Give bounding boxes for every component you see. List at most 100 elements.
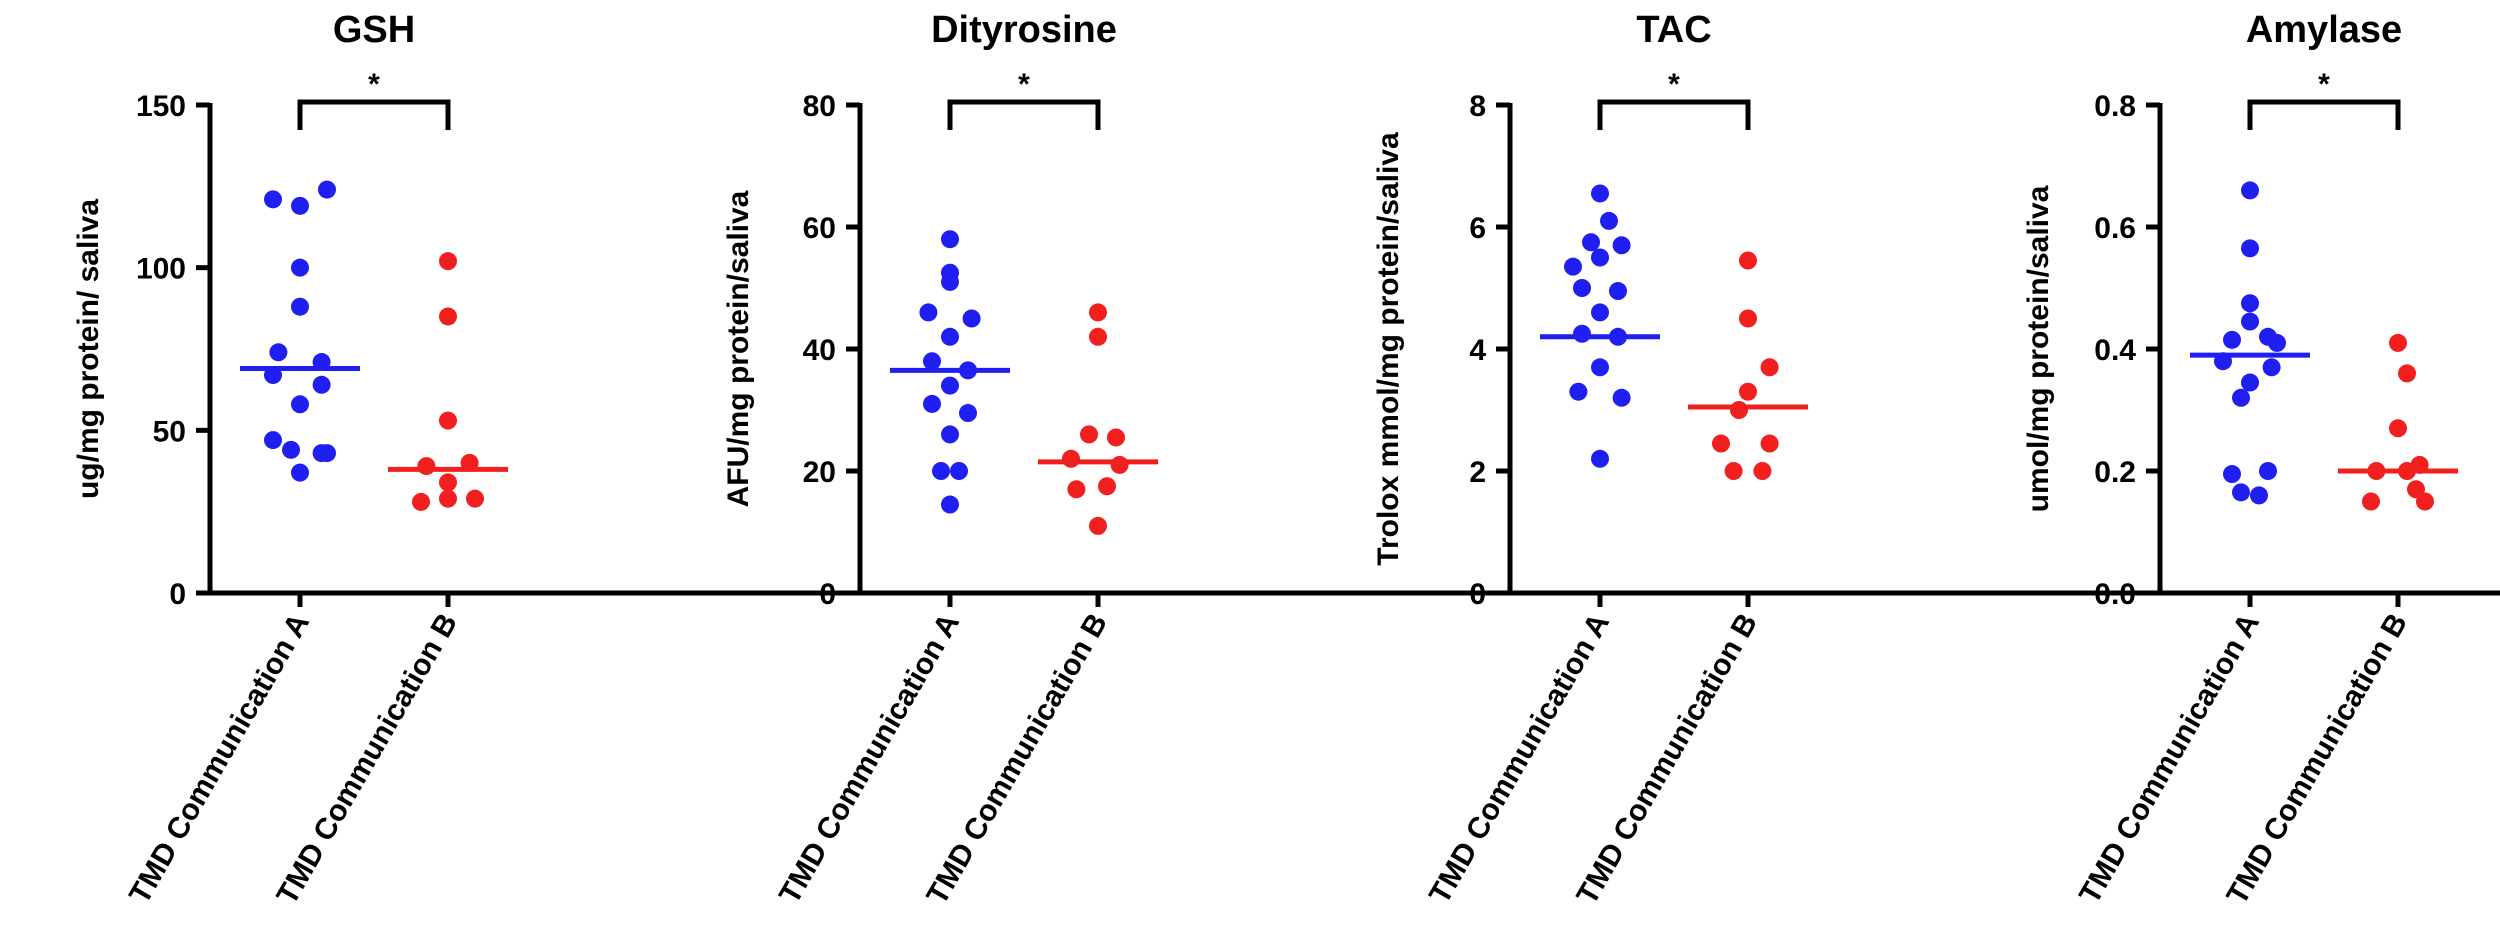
- data-point: [291, 297, 309, 316]
- y-tick-label: 0.8: [2094, 90, 2136, 123]
- y-tick-label: 4: [1469, 334, 1486, 367]
- data-point: [2416, 492, 2434, 511]
- data-point: [2241, 239, 2259, 258]
- significance-bracket: [1597, 99, 1751, 130]
- data-point: [1591, 248, 1609, 267]
- y-axis-label: Trolox mmol/mg protein/saliva: [1372, 132, 1405, 566]
- data-point: [1760, 358, 1779, 377]
- data-point: [439, 252, 457, 271]
- data-point: [417, 457, 436, 476]
- data-point: [1080, 425, 1098, 444]
- data-point: [439, 411, 457, 430]
- data-point: [1612, 388, 1631, 407]
- y-tick-label: 2: [1469, 456, 1486, 489]
- data-point: [312, 375, 331, 394]
- data-point: [1591, 449, 1609, 468]
- data-point: [941, 376, 959, 395]
- data-point: [950, 462, 968, 480]
- data-point: [1569, 382, 1588, 401]
- data-point: [412, 492, 430, 511]
- chart-panel-4: Amylase 0.0 0.2 0.4 0.6 0.8 umol/mg protein/sa…: [2022, 9, 2500, 910]
- data-point: [291, 196, 309, 215]
- data-point: [919, 303, 938, 322]
- significance-bracket: [297, 99, 451, 130]
- y-axis-label: AFU/mg protein/saliva: [722, 190, 755, 507]
- data-point: [959, 404, 977, 423]
- y-tick-label: 0.2: [2094, 456, 2136, 489]
- data-point: [2223, 465, 2241, 484]
- y-tick-label: 80: [803, 90, 836, 123]
- significance-bracket: [2247, 99, 2401, 130]
- data-point: [318, 180, 336, 199]
- significance-marker: *: [368, 68, 380, 101]
- chart-title: TAC: [1636, 9, 1711, 51]
- data-point: [1600, 211, 1618, 230]
- data-point: [1724, 462, 1743, 480]
- y-tick-label: 0: [169, 578, 186, 611]
- data-point: [2362, 492, 2380, 511]
- significance-bracket: [947, 99, 1101, 130]
- data-point: [1753, 462, 1772, 480]
- data-point: [1712, 434, 1730, 453]
- significance-marker: *: [1668, 68, 1680, 101]
- y-tick-label: 0.6: [2094, 212, 2136, 245]
- data-point: [2241, 312, 2259, 331]
- y-tick-label: 50: [153, 415, 186, 448]
- y-tick-label: 0: [1469, 578, 1486, 611]
- x-category-label: TMD Communication B: [920, 608, 1114, 910]
- data-point: [2241, 294, 2259, 313]
- data-point: [1612, 236, 1631, 255]
- chart-title: Dityrosine: [931, 9, 1117, 51]
- data-point: [2241, 181, 2259, 200]
- data-point: [2259, 462, 2277, 480]
- data-point: [941, 327, 959, 346]
- data-point: [282, 440, 300, 459]
- data-point: [291, 395, 309, 414]
- data-point: [2389, 333, 2407, 352]
- significance-marker: *: [1018, 68, 1030, 101]
- data-point: [1089, 516, 1107, 535]
- data-point: [2268, 333, 2286, 352]
- data-point: [1582, 233, 1600, 252]
- data-point: [466, 489, 484, 508]
- y-tick-label: 20: [803, 456, 836, 489]
- x-category-label: TMD Communication B: [1570, 608, 1764, 910]
- data-point: [1591, 358, 1609, 377]
- y-tick-label: 40: [803, 334, 836, 367]
- data-point: [2262, 358, 2281, 377]
- data-point: [312, 444, 331, 463]
- data-point: [923, 352, 941, 371]
- data-point: [2241, 373, 2259, 392]
- data-point: [264, 431, 282, 450]
- data-point: [2232, 483, 2250, 502]
- data-point: [941, 495, 959, 514]
- chart-title: GSH: [333, 9, 415, 51]
- data-point: [291, 463, 309, 482]
- x-category-label: TMD Communication B: [2220, 608, 2414, 910]
- data-point: [1107, 428, 1125, 447]
- y-tick-label: 60: [803, 212, 836, 245]
- y-axis-label: umol/mg protein/saliva: [2022, 185, 2055, 512]
- data-point: [1062, 449, 1080, 468]
- data-point: [923, 394, 941, 413]
- data-point: [1564, 257, 1582, 276]
- data-point: [1067, 480, 1086, 499]
- data-point: [1591, 184, 1609, 203]
- data-point: [2232, 388, 2250, 407]
- x-category-label: TMD Communication B: [270, 608, 464, 910]
- data-point: [1730, 401, 1748, 419]
- chart-title: Amylase: [2246, 9, 2402, 51]
- data-point: [962, 309, 981, 328]
- data-point: [1573, 324, 1591, 343]
- data-point: [1089, 327, 1107, 346]
- data-point: [941, 425, 959, 444]
- y-tick-label: 0.4: [2094, 334, 2136, 367]
- data-point: [2398, 364, 2416, 383]
- data-point: [941, 230, 959, 249]
- data-point: [941, 272, 959, 291]
- data-point: [1609, 282, 1627, 301]
- y-tick-label: 150: [136, 90, 186, 123]
- y-tick-label: 0.0: [2094, 578, 2136, 611]
- data-point: [1760, 434, 1779, 453]
